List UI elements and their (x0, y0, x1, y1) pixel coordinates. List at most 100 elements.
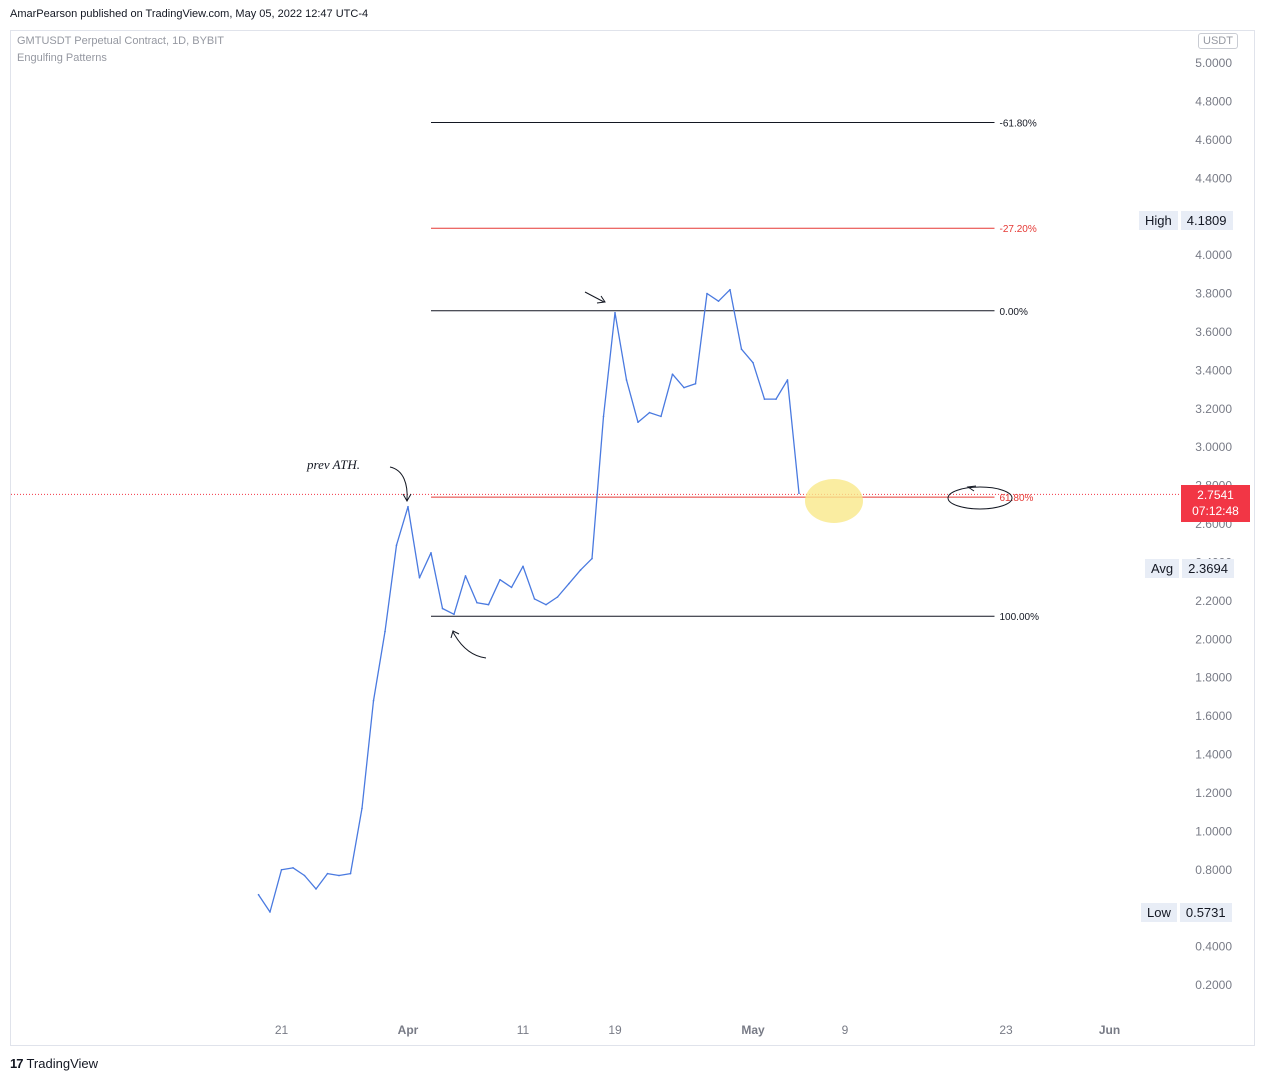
tradingview-logo-text: TradingView (26, 1056, 99, 1071)
data-point (637, 421, 639, 423)
prev-ath-annotation[interactable]: prev ATH. (307, 457, 360, 472)
data-point (533, 598, 536, 600)
x-tick-label: 23 (999, 1023, 1013, 1037)
data-point (476, 601, 478, 604)
data-point (292, 867, 294, 869)
y-tick-label: 3.8000 (1195, 287, 1232, 301)
indicator-label[interactable]: Engulfing Patterns (17, 52, 107, 64)
data-point (453, 613, 455, 616)
x-tick-label: Apr (398, 1023, 419, 1037)
bottom-arrowhead-icon (450, 630, 460, 639)
chart-frame (10, 30, 1255, 1046)
data-point (280, 868, 283, 871)
data-point (683, 386, 685, 389)
x-tick-label: May (741, 1023, 765, 1037)
low-label: Low (1141, 903, 1177, 922)
y-tick-label: 4.6000 (1195, 133, 1232, 147)
ath-arrowhead-icon (402, 493, 412, 503)
data-point (591, 557, 593, 560)
data-point (648, 411, 651, 414)
data-point (361, 807, 363, 810)
fib-level-label: -27.20% (1000, 224, 1037, 235)
y-axis: 0.20000.40000.60000.80001.00001.20001.40… (1195, 56, 1232, 992)
data-point (752, 361, 754, 364)
data-point (763, 398, 766, 400)
top-arrow-icon (584, 291, 605, 303)
price-series-line (257, 289, 800, 913)
data-point (269, 911, 271, 913)
tradingview-logo[interactable]: 17 TradingView (10, 1056, 98, 1071)
data-point (487, 603, 490, 606)
bottom-arrow-icon (452, 631, 487, 659)
data-point (326, 872, 329, 875)
candle-countdown: 07:12:48 (1192, 504, 1239, 518)
y-tick-label: 2.2000 (1195, 594, 1232, 608)
y-tick-label: 0.8000 (1195, 863, 1232, 877)
data-point (775, 398, 777, 400)
x-tick-label: 9 (842, 1023, 849, 1037)
y-tick-label: 4.8000 (1195, 94, 1232, 108)
data-point (441, 607, 444, 610)
data-point (729, 288, 731, 291)
y-tick-label: 4.0000 (1195, 248, 1232, 262)
high-label: High (1139, 211, 1178, 230)
data-point (338, 874, 340, 877)
data-point (798, 492, 800, 495)
highlight-marker (805, 478, 863, 523)
data-point (717, 300, 720, 302)
data-point (786, 379, 789, 381)
high-stat: High 4.1809 (1139, 211, 1233, 230)
circle-arrowhead-icon (966, 485, 977, 492)
y-tick-label: 0.4000 (1195, 940, 1232, 954)
high-value: 4.1809 (1180, 211, 1233, 230)
data-point (660, 415, 662, 418)
last-price-value: 2.7541 (1197, 488, 1234, 502)
data-point (545, 603, 547, 606)
drawings-group (389, 291, 1013, 659)
x-tick-label: Jun (1099, 1023, 1120, 1037)
data-point (568, 582, 570, 585)
fib-level-label: -61.80% (1000, 119, 1037, 130)
ath-arrow-icon (389, 466, 408, 501)
y-tick-label: 1.4000 (1195, 748, 1232, 762)
data-point (315, 888, 317, 890)
data-point (407, 505, 409, 508)
low-stat: Low 0.5731 (1141, 903, 1232, 922)
avg-stat: Avg 2.3694 (1145, 559, 1234, 578)
data-point (740, 348, 743, 351)
y-tick-label: 5.0000 (1195, 56, 1232, 70)
last-price-tag: 2.7541 07:12:48 (1181, 485, 1250, 522)
data-point (499, 578, 501, 581)
top-arrowhead-icon (596, 295, 606, 304)
y-tick-label: 3.2000 (1195, 402, 1232, 416)
fib-circle-icon (947, 486, 1013, 510)
data-point (372, 699, 375, 702)
y-tick-label: 1.8000 (1195, 671, 1232, 685)
data-point (694, 382, 697, 385)
data-point (556, 596, 559, 598)
avg-label: Avg (1145, 559, 1180, 578)
data-point (384, 630, 386, 633)
x-tick-label: 19 (608, 1023, 622, 1037)
fibonacci-levels: -61.80% -27.20% 0.00% 61.80% 100.00% (431, 119, 1040, 623)
fib-level-label: 61.80% (1000, 493, 1034, 504)
symbol-title: GMTUSDT Perpetual Contract, 1D, BYBIT (17, 35, 225, 47)
y-tick-label: 1.2000 (1195, 786, 1232, 800)
publish-line: AmarPearson published on TradingView.com… (10, 8, 369, 20)
low-value: 0.5731 (1179, 903, 1232, 922)
data-point (706, 292, 708, 295)
highlight-group (805, 478, 863, 523)
data-point (510, 586, 513, 589)
data-point (625, 379, 628, 381)
data-point (418, 576, 421, 579)
data-point (464, 575, 467, 577)
tradingview-logo-icon: 17 (10, 1056, 24, 1071)
y-tick-label: 2.0000 (1195, 632, 1232, 646)
fib-level-label: 100.00% (1000, 612, 1040, 623)
y-tick-label: 0.2000 (1195, 978, 1232, 992)
x-axis: 21 Apr 11 19 May 9 23 Jun (275, 1023, 1120, 1037)
data-point (430, 552, 432, 554)
data-point (395, 544, 398, 546)
currency-unit-badge[interactable]: USDT (1198, 33, 1238, 49)
